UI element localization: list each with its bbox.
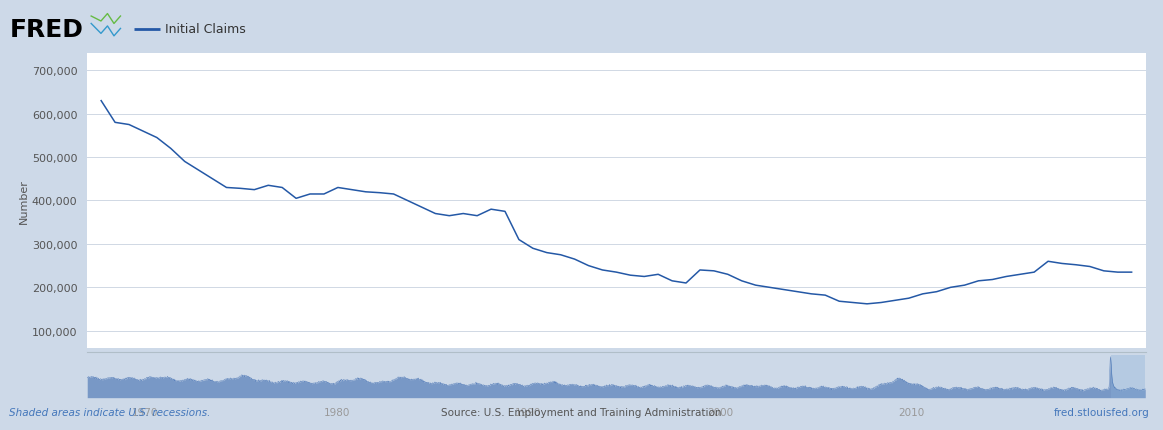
Text: fred.stlouisfed.org: fred.stlouisfed.org xyxy=(1054,407,1149,417)
Text: Initial Claims: Initial Claims xyxy=(165,23,245,36)
Text: FRED: FRED xyxy=(9,18,84,42)
Text: Shaded areas indicate U.S. recessions.: Shaded areas indicate U.S. recessions. xyxy=(9,407,211,417)
Y-axis label: Number: Number xyxy=(19,178,29,224)
Bar xyxy=(1111,355,1146,398)
Text: Source: U.S. Employment and Training Administration: Source: U.S. Employment and Training Adm… xyxy=(441,407,722,417)
